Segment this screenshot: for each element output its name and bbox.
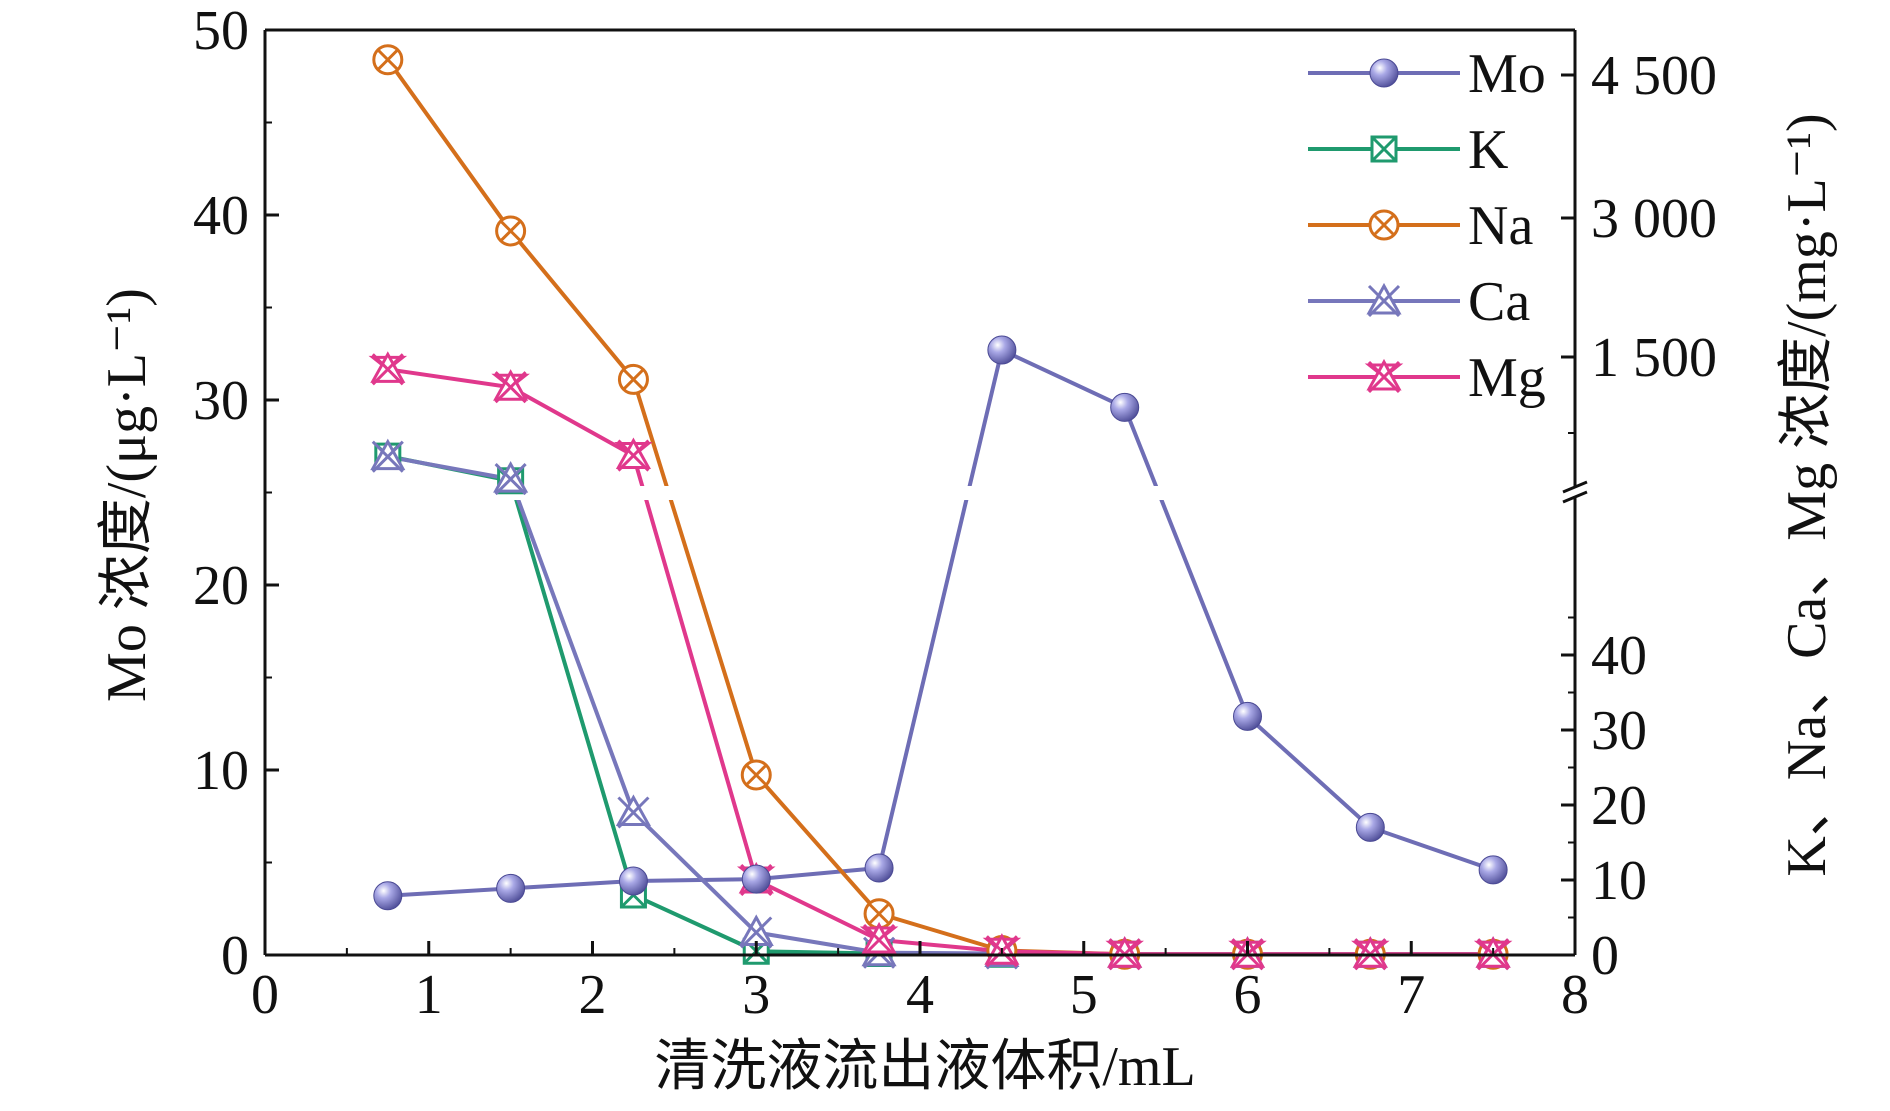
plot-lines (267, 58, 1573, 957)
point-mo-5 (987, 335, 1017, 365)
point-ca-2 (615, 794, 651, 829)
point-mg-1 (491, 369, 530, 404)
y-left-axis-title: Mo 浓度/(μg·L⁻¹) (96, 288, 158, 702)
point-mo-0 (373, 881, 403, 911)
y-right-tick-label: 20 (1591, 775, 1647, 837)
series-line-mg (387, 367, 1494, 957)
y-left-tick-label: 0 (221, 925, 249, 987)
y-right-upper-tick-label: 1 500 (1591, 327, 1717, 389)
legend-marker-mo (1369, 58, 1399, 88)
legend-marker-k (1370, 135, 1398, 163)
legend-marker-ca (1366, 282, 1402, 318)
legend-marker-mg (1364, 358, 1404, 394)
x-tick-label: 1 (415, 964, 443, 1026)
point-na-2 (617, 363, 649, 395)
x-tick-label: 0 (251, 964, 279, 1026)
series-line-ca (387, 454, 1494, 957)
y-right-upper-tick-label: 3 000 (1591, 188, 1717, 250)
point-mo-1 (496, 873, 526, 903)
x-tick-label: 6 (1234, 964, 1262, 1026)
x-tick-label: 2 (579, 964, 607, 1026)
legend-label-na: Na (1468, 195, 1533, 257)
legend-label-mg: Mg (1468, 347, 1546, 409)
point-na-0 (372, 44, 404, 76)
legend-label-k: K (1468, 119, 1508, 181)
legend-label-ca: Ca (1468, 271, 1530, 333)
point-mo-7 (1233, 701, 1262, 731)
x-tick-label: 4 (906, 964, 934, 1026)
x-tick-label: 7 (1397, 964, 1425, 1026)
point-mg-0 (368, 351, 408, 386)
series-line-na (386, 58, 1494, 957)
y-right-axis-title: K、Na、Ca、Mg 浓度/(mg·L⁻¹) (1776, 113, 1838, 876)
y-right-tick-label: 0 (1591, 925, 1619, 987)
y-right-tick-label: 30 (1591, 700, 1647, 762)
y-right-tick-label: 40 (1591, 625, 1647, 687)
point-mo-9 (1478, 855, 1508, 885)
axis-break-gap (267, 486, 1573, 500)
point-mo-6 (1110, 392, 1140, 422)
point-mg-4 (859, 921, 899, 957)
x-tick-label: 8 (1561, 964, 1589, 1026)
point-mo-8 (1355, 812, 1385, 842)
y-left-tick-label: 50 (193, 0, 249, 62)
point-mo-2 (618, 866, 648, 896)
point-mg-6 (1105, 936, 1144, 971)
x-axis-title: 清洗液流出液体积/mL (654, 1036, 1195, 1098)
y-left-tick-label: 40 (193, 185, 249, 247)
point-ca-1 (493, 460, 529, 496)
axis-break-mark (1562, 480, 1588, 504)
y-right-upper-tick-label: 4 500 (1591, 45, 1717, 107)
point-ca-0 (370, 438, 406, 473)
series-line-k (387, 454, 1494, 957)
y-right-tick-label: 10 (1591, 850, 1647, 912)
x-tick-label: 5 (1070, 964, 1098, 1026)
point-mg-2 (614, 437, 653, 472)
x-tick-label: 3 (742, 964, 770, 1026)
y-left-tick-label: 30 (193, 370, 249, 432)
point-mo-3 (741, 864, 771, 894)
y-left-tick-label: 10 (193, 740, 249, 802)
point-na-1 (495, 215, 527, 247)
series-line-mo (387, 348, 1494, 898)
legend: Mo K Na Ca Mg (1308, 43, 1546, 409)
point-na-3 (740, 759, 772, 791)
axes (263, 28, 1588, 957)
y-left-tick-label: 20 (193, 555, 249, 617)
legend-label-mo: Mo (1468, 43, 1546, 105)
plot-markers (368, 44, 1513, 971)
point-mo-4 (864, 853, 894, 883)
legend-marker-na (1368, 209, 1400, 241)
